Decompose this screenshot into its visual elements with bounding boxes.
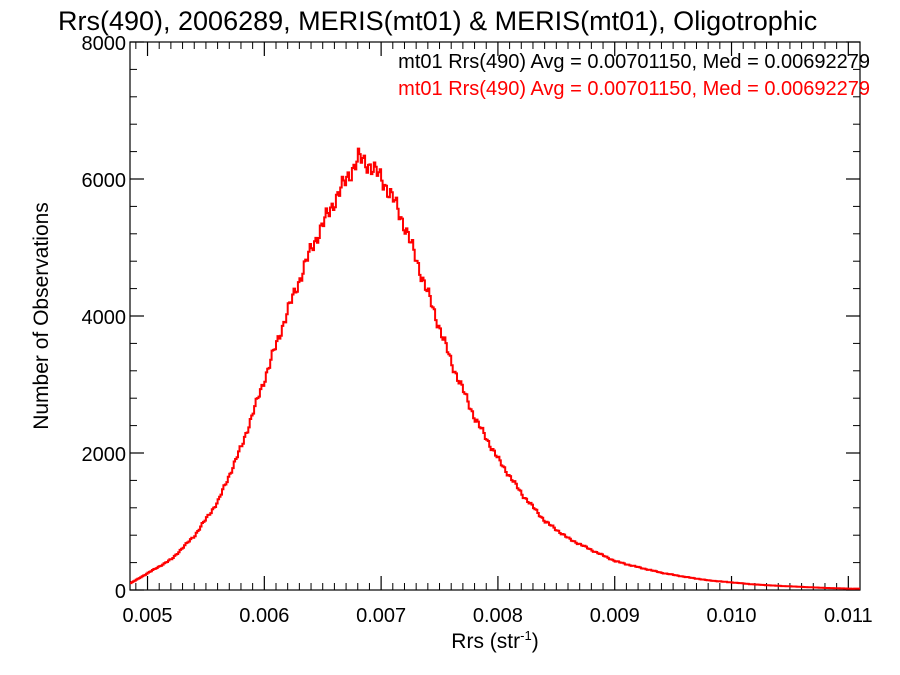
y-tick-label: 0 — [115, 581, 126, 603]
x-axis-label-close: ) — [532, 630, 539, 653]
y-axis-tick-labels: 0 2000 4000 6000 8000 — [82, 33, 127, 603]
y-tick-label: 8000 — [82, 33, 127, 55]
x-axis-label-superscript: -1 — [520, 628, 532, 643]
y-axis-label: Number of Observations — [30, 202, 53, 430]
x-axis-tick-labels: 0.005 0.006 0.007 0.008 0.009 0.010 0.011 — [122, 605, 872, 627]
x-tick-label: 0.010 — [706, 605, 756, 627]
x-tick-label: 0.011 — [824, 605, 873, 627]
histogram-series-line-0 — [130, 147, 860, 590]
y-tick-label: 4000 — [82, 307, 127, 329]
x-tick-label: 0.009 — [590, 605, 640, 627]
x-axis-ticks — [135, 42, 861, 590]
y-axis-ticks — [130, 41, 860, 591]
x-tick-label: 0.006 — [239, 605, 289, 627]
plot-frame — [129, 41, 861, 591]
y-tick-label: 2000 — [82, 444, 127, 466]
x-tick-label: 0.008 — [473, 605, 523, 627]
legend-entry-black: mt01 Rrs(490) Avg = 0.00701150, Med = 0.… — [398, 51, 870, 73]
chart-legend: mt01 Rrs(490) Avg = 0.00701150, Med = 0.… — [398, 51, 870, 100]
chart-title: Rrs(490), 2006289, MERIS(mt01) & MERIS(m… — [58, 6, 817, 36]
x-tick-label: 0.005 — [122, 605, 172, 627]
x-tick-label: 0.007 — [356, 605, 406, 627]
x-axis-label: Rrs (str-1) — [451, 628, 538, 653]
histogram-series — [130, 147, 860, 590]
legend-entry-red: mt01 Rrs(490) Avg = 0.00701150, Med = 0.… — [398, 78, 870, 100]
x-axis-label-main: Rrs (str — [451, 630, 520, 653]
y-tick-label: 6000 — [82, 170, 127, 192]
